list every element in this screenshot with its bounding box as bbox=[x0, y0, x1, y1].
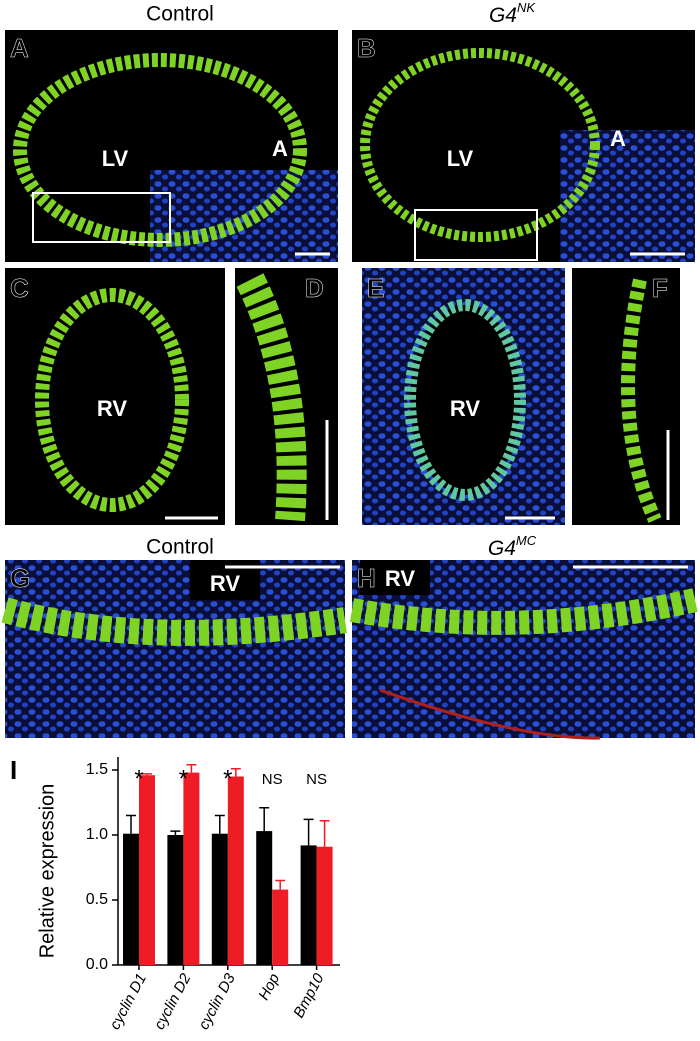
tissue bbox=[560, 130, 695, 262]
error-bar bbox=[142, 773, 152, 776]
region-label: RV bbox=[97, 396, 127, 421]
error-bar bbox=[170, 830, 181, 835]
panel-c: C RV bbox=[5, 268, 225, 525]
bar bbox=[183, 772, 200, 965]
bar bbox=[227, 776, 244, 965]
annotation: NS bbox=[262, 771, 283, 788]
myocardium bbox=[349, 588, 698, 635]
myocardium bbox=[1, 597, 347, 646]
panel-label: C bbox=[10, 273, 29, 303]
bar bbox=[272, 889, 289, 965]
annotation: * bbox=[134, 765, 143, 792]
bar bbox=[256, 831, 273, 965]
bar bbox=[139, 775, 155, 965]
y-tick-label: 0.5 bbox=[86, 891, 108, 908]
error-bar bbox=[230, 767, 241, 777]
myocardium bbox=[621, 278, 662, 523]
myocardium bbox=[360, 48, 600, 242]
x-tick-label: cyclin D2 bbox=[151, 970, 195, 1032]
error-bar bbox=[126, 814, 136, 834]
bar bbox=[167, 835, 184, 965]
x-tick-label: Bmp10 bbox=[290, 970, 328, 1021]
panel-label: G bbox=[10, 563, 30, 593]
heading-sup: MC bbox=[516, 533, 537, 548]
annotation: * bbox=[223, 765, 232, 792]
x-tick-label: cyclin D1 bbox=[106, 971, 150, 1033]
error-bar bbox=[319, 819, 330, 847]
x-tick-label: cyclin D3 bbox=[195, 970, 239, 1032]
panel-label: F bbox=[652, 273, 668, 303]
region-label: A bbox=[272, 136, 288, 161]
panel-h: H RV bbox=[349, 560, 698, 740]
error-bar bbox=[259, 806, 270, 832]
y-tick-label: 0.0 bbox=[86, 956, 108, 973]
panel-a: A LV A bbox=[5, 30, 338, 262]
panel-label: E bbox=[367, 273, 384, 303]
myocardium bbox=[13, 53, 307, 247]
error-bar bbox=[275, 879, 286, 890]
lumen bbox=[360, 560, 430, 595]
region-label: LV bbox=[102, 146, 129, 171]
heading-base: G4 bbox=[488, 537, 516, 560]
panel-label: A bbox=[10, 33, 29, 63]
error-bar bbox=[214, 814, 225, 834]
heading: G4NK bbox=[489, 0, 536, 26]
bar bbox=[211, 833, 228, 965]
micrograph bbox=[5, 560, 345, 738]
y-axis-label: Relative expression bbox=[36, 784, 58, 959]
y-tick-label: 1.0 bbox=[86, 826, 108, 843]
region-label: A bbox=[610, 126, 626, 151]
panel-e: E RV bbox=[362, 268, 565, 525]
annotation: * bbox=[179, 765, 188, 792]
annotation: NS bbox=[306, 771, 327, 788]
panel-label: B bbox=[357, 33, 376, 63]
inset-box bbox=[32, 192, 171, 243]
bar bbox=[316, 846, 333, 965]
heading: G4MC bbox=[488, 533, 537, 559]
region-label: LV bbox=[447, 146, 474, 171]
heading-sup: NK bbox=[517, 0, 536, 15]
panel-g: G RV bbox=[1, 560, 347, 738]
y-tick-label: 1.5 bbox=[86, 761, 108, 778]
x-tick-label: Hop bbox=[255, 971, 283, 1003]
region-label: RV bbox=[450, 396, 480, 421]
region-label: RV bbox=[210, 571, 240, 596]
heading: Control bbox=[146, 536, 214, 559]
myocardium bbox=[404, 299, 526, 501]
panel-f: F bbox=[572, 268, 680, 525]
heading: Control bbox=[146, 3, 214, 26]
panel-d: D bbox=[235, 268, 338, 525]
panel-label: D bbox=[305, 273, 324, 303]
epicardium bbox=[379, 688, 601, 740]
myocardium bbox=[236, 273, 307, 522]
error-bar bbox=[303, 818, 314, 846]
micrograph bbox=[572, 268, 680, 525]
inset-box bbox=[414, 209, 538, 261]
panel-b: B LV A bbox=[352, 30, 695, 262]
panel-label: H bbox=[357, 563, 376, 593]
bar bbox=[123, 833, 139, 965]
region-label: RV bbox=[385, 566, 415, 591]
myocardium bbox=[35, 288, 189, 512]
bar bbox=[300, 845, 317, 965]
error-bar bbox=[186, 764, 197, 773]
panel-label: I bbox=[10, 755, 17, 785]
heading-base: G4 bbox=[489, 4, 517, 27]
